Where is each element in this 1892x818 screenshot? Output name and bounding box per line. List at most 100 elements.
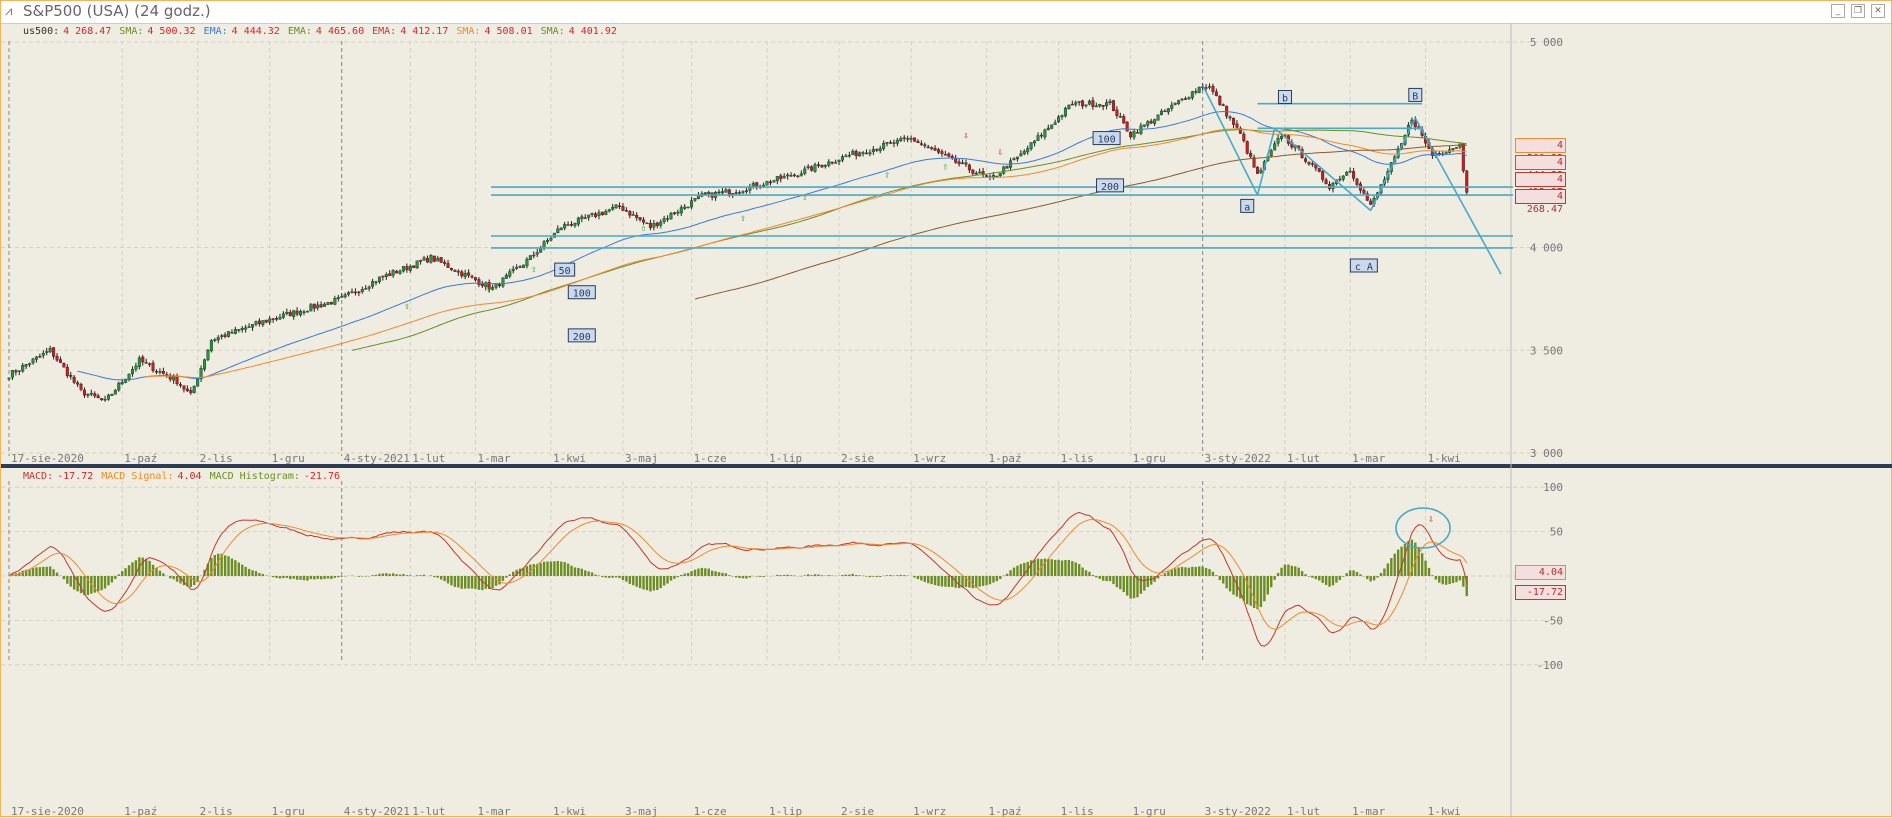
candle: [292, 311, 295, 317]
candle: [903, 138, 906, 139]
candle: [1122, 116, 1125, 123]
date-tick-label: 1-mar: [477, 452, 510, 465]
candle: [279, 317, 282, 319]
macd-histogram-bar: [615, 576, 617, 577]
macd-histogram-bar: [286, 576, 288, 578]
macd-histogram-bar: [656, 576, 658, 590]
macd-histogram-bar: [996, 576, 998, 581]
macd-histogram-bar: [560, 562, 562, 576]
legend-value: 4 500.32: [147, 26, 195, 37]
macd-histogram-bar: [635, 576, 637, 587]
macd-histogram-bar: [244, 567, 246, 576]
macd-histogram-bar: [1291, 566, 1293, 576]
candle: [1126, 122, 1129, 131]
candle: [1129, 132, 1132, 137]
candle: [786, 175, 789, 176]
macd-histogram-bar: [759, 576, 761, 577]
macd-histogram-bar: [224, 555, 226, 576]
buy-arrow-icon: ⇧: [740, 213, 746, 224]
date-tick-label: 1-lip: [769, 452, 802, 465]
macd-histogram-bar: [42, 567, 44, 576]
macd-histogram-bar: [450, 576, 452, 585]
date-tick-label: 1-gru: [272, 805, 305, 818]
candle: [653, 223, 656, 227]
candle: [392, 270, 395, 275]
annotation-label: b: [1282, 93, 1288, 104]
date-tick-label: 1-lut: [412, 452, 445, 465]
macd-histogram-bar: [941, 576, 943, 587]
candle: [467, 273, 470, 276]
candle: [1074, 103, 1077, 105]
candle: [882, 143, 885, 148]
macd-histogram-bar: [625, 576, 627, 582]
candle: [1249, 153, 1252, 156]
macd-histogram-bar: [756, 576, 758, 577]
macd-histogram-bar: [790, 575, 792, 576]
candle: [793, 175, 796, 176]
candle: [340, 296, 343, 297]
macd-histogram-bar: [927, 576, 929, 583]
macd-histogram-bar: [104, 576, 106, 588]
macd-histogram-bar: [1167, 572, 1169, 576]
candle: [721, 191, 724, 193]
candle: [1243, 134, 1246, 141]
macd-histogram-bar: [1318, 576, 1320, 580]
macd-histogram-bar: [272, 576, 274, 577]
macd-histogram-bar: [1047, 559, 1049, 576]
candle: [512, 269, 515, 271]
candle: [1133, 131, 1136, 137]
candle: [244, 328, 247, 329]
macd-histogram-bar: [433, 576, 435, 577]
candle: [241, 328, 244, 330]
macd-histogram-bar: [1445, 576, 1447, 585]
candle: [879, 148, 882, 150]
legend-item: MACD Signal:4.04: [101, 471, 205, 482]
buy-arrow-icon: ⇧: [942, 161, 948, 172]
macd-histogram-bar: [865, 576, 867, 577]
macd-histogram-bar: [1352, 570, 1354, 576]
date-tick-label: 1-wrz: [913, 452, 946, 465]
candle: [728, 190, 731, 195]
legend-value: 4 412.17: [400, 26, 448, 37]
macd-histogram-bar: [1335, 576, 1337, 583]
macd-histogram-bar: [848, 575, 850, 576]
candle: [268, 319, 271, 322]
candle: [402, 266, 405, 271]
macd-histogram-bar: [821, 575, 823, 576]
date-tick-label: 1-gru: [272, 452, 305, 465]
candle: [474, 277, 477, 280]
candle: [354, 292, 357, 293]
candle: [375, 282, 378, 283]
macd-histogram-bar: [642, 576, 644, 590]
buy-arrow-icon: ⇧: [404, 301, 410, 312]
macd-tick-label: -50: [1543, 614, 1563, 627]
macd-histogram-bar: [598, 575, 600, 576]
macd-histogram-bar: [810, 575, 812, 576]
macd-histogram-bar: [238, 562, 240, 576]
macd-histogram-bar: [1061, 560, 1063, 576]
candle: [337, 297, 340, 298]
candle: [395, 271, 398, 273]
macd-histogram-bar: [1208, 569, 1210, 576]
candle: [447, 263, 450, 267]
candle: [1002, 167, 1005, 173]
candle: [100, 398, 103, 399]
candle: [587, 215, 590, 217]
macd-histogram-bar: [1133, 576, 1135, 598]
macd-histogram-bar: [1452, 576, 1454, 583]
price-tick-label: 3 000: [1530, 447, 1563, 460]
macd-histogram-bar: [118, 574, 120, 576]
candle: [848, 155, 851, 156]
candle: [522, 265, 525, 268]
macd-histogram-bar: [66, 576, 68, 584]
candle: [680, 207, 683, 212]
macd-histogram-bar: [337, 576, 339, 577]
candle: [1342, 176, 1345, 179]
macd-histogram-bar: [937, 576, 939, 586]
candle: [56, 356, 59, 360]
macd-histogram-bar: [762, 576, 764, 577]
macd-histogram-bar: [495, 576, 497, 586]
macd-histogram-bar: [128, 565, 130, 576]
candle: [978, 172, 981, 173]
